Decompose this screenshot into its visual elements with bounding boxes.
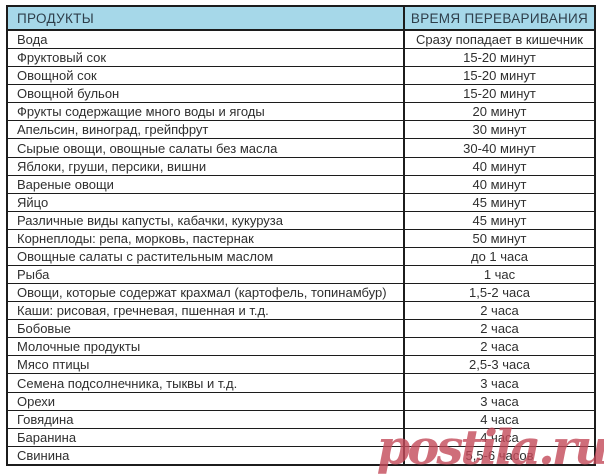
- table-row: Семена подсолнечника, тыквы и т.д. 3 час…: [8, 373, 594, 392]
- time-cell: до 1 часа: [470, 248, 528, 264]
- product-cell: Баранина: [8, 428, 405, 446]
- product-cell: Орехи: [8, 392, 405, 410]
- time-cell: 2,5-3 часа: [469, 357, 530, 373]
- table-row: Корнеплоды: репа, морковь, пастернак 50 …: [8, 228, 594, 247]
- product-cell: Семена подсолнечника, тыквы и т.д.: [8, 374, 405, 392]
- time-cell: 15-20 минут: [463, 50, 536, 66]
- time-cell: 40 минут: [472, 158, 527, 174]
- product-cell: Говядина: [8, 410, 405, 428]
- table-row: Яблоки, груши, персики, вишни 40 минут: [8, 156, 594, 175]
- time-cell: Сразу попадает в кишечник: [416, 32, 583, 48]
- table-row: Вареные овощи 40 минут: [8, 174, 594, 193]
- table-row: Яйцо 45 минут: [8, 192, 594, 211]
- product-cell: Молочные продукты: [8, 338, 405, 356]
- time-cell: 45 минут: [472, 194, 527, 210]
- table-row: Бобовые 2 часа: [8, 319, 594, 338]
- product-cell: Бобовые: [8, 320, 405, 338]
- time-cell: 40 минут: [472, 176, 527, 192]
- table-row: Мясо птицы 2,5-3 часа: [8, 355, 594, 374]
- time-cell: 15-20 минут: [463, 86, 536, 102]
- time-cell: 2 часа: [480, 321, 519, 337]
- product-cell: Апельсин, виноград, грейпфрут: [8, 121, 405, 139]
- table-row: Овощные салаты с растительным маслом до …: [8, 246, 594, 266]
- time-cell: 4 часа: [480, 411, 519, 427]
- time-cell: 5,5-6 часов: [465, 447, 534, 463]
- table-row: Рыба 1 час: [8, 265, 594, 284]
- time-cell: 50 минут: [472, 230, 527, 246]
- time-cell: 3 часа: [480, 375, 519, 391]
- table-row: Фрукты содержащие много воды и ягоды 20 …: [8, 102, 594, 121]
- column-header-digestion-time: ВРЕМЯ ПЕРЕВАРИВАНИЯ: [410, 10, 589, 26]
- product-cell: Каши: рисовая, гречневая, пшенная и т.д.: [8, 302, 405, 320]
- table-row: Орехи 3 часа: [8, 391, 594, 410]
- product-cell: Вода: [8, 31, 405, 49]
- time-cell: 30 минут: [472, 122, 527, 138]
- table-row: Свинина 5,5-6 часов: [8, 445, 594, 464]
- column-header-products: ПРОДУКТЫ: [8, 7, 405, 29]
- table-row: Овощной бульон 15-20 минут: [8, 84, 594, 103]
- product-cell: Вареные овощи: [8, 175, 405, 193]
- product-cell: Корнеплоды: репа, морковь, пастернак: [8, 229, 405, 247]
- product-cell: Фрукты содержащие много воды и ягоды: [8, 103, 405, 121]
- time-cell: 15-20 минут: [463, 68, 536, 84]
- table-row: Каши: рисовая, гречневая, пшенная и т.д.…: [8, 301, 594, 320]
- product-cell: Овощи, которые содержат крахмал (картофе…: [8, 284, 405, 302]
- time-cell: 3 часа: [480, 393, 519, 409]
- table-row: Говядина 4 часа: [8, 409, 594, 428]
- time-cell: 1 час: [483, 267, 516, 283]
- table-row: Различные виды капусты, кабачки, кукуруз…: [8, 210, 594, 229]
- time-cell: 2 часа: [480, 303, 519, 319]
- product-cell: Овощные салаты с растительным маслом: [8, 247, 405, 266]
- product-cell: Овощной бульон: [8, 85, 405, 103]
- table-header-row: ПРОДУКТЫ ВРЕМЯ ПЕРЕВАРИВАНИЯ: [8, 7, 594, 31]
- product-cell: Яблоки, груши, персики, вишни: [8, 157, 405, 175]
- table-body: Вода Сразу попадает в кишечник Фруктовый…: [8, 31, 594, 464]
- table-row: Овощи, которые содержат крахмал (картофе…: [8, 283, 594, 302]
- digestion-table: ПРОДУКТЫ ВРЕМЯ ПЕРЕВАРИВАНИЯ Вода Сразу …: [6, 5, 596, 466]
- product-cell: Свинина: [8, 446, 405, 464]
- table-row: Апельсин, виноград, грейпфрут 30 минут: [8, 120, 594, 139]
- product-cell: Овощной сок: [8, 67, 405, 85]
- product-cell: Мясо птицы: [8, 356, 405, 374]
- time-cell: 4 часа: [480, 429, 519, 445]
- table-row: Вода Сразу попадает в кишечник: [8, 31, 594, 49]
- product-cell: Фруктовый сок: [8, 49, 405, 67]
- table-row: Сырые овощи, овощные салаты без масла 30…: [8, 138, 594, 157]
- table-row: Овощной сок 15-20 минут: [8, 66, 594, 85]
- product-cell: Рыба: [8, 266, 405, 284]
- table-row: Баранина 4 часа: [8, 427, 594, 446]
- product-cell: Различные виды капусты, кабачки, кукуруз…: [8, 211, 405, 229]
- table-row: Фруктовый сок 15-20 минут: [8, 48, 594, 67]
- time-cell: 2 часа: [480, 339, 519, 355]
- table-row: Молочные продукты 2 часа: [8, 337, 594, 356]
- time-cell: 1,5-2 часа: [469, 285, 530, 301]
- time-cell: 30-40 минут: [463, 140, 536, 156]
- product-cell: Яйцо: [8, 193, 405, 211]
- time-cell: 20 минут: [472, 104, 527, 120]
- time-cell: 45 минут: [472, 212, 527, 228]
- product-cell: Сырые овощи, овощные салаты без масла: [8, 139, 405, 157]
